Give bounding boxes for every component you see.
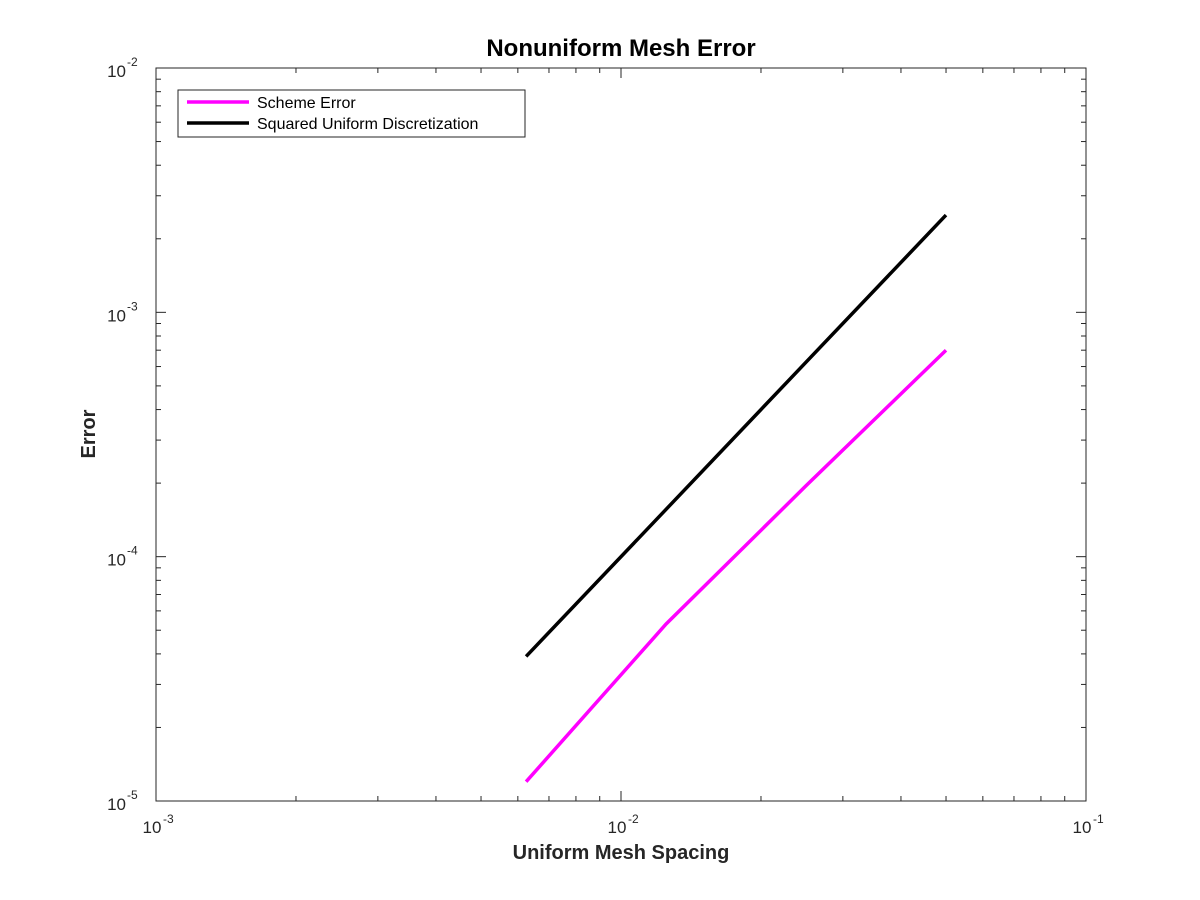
y-tick-labels: 10-510-410-310-2 <box>107 55 138 814</box>
y-tick-label-exponent: -3 <box>127 299 138 313</box>
series-layer <box>524 213 948 783</box>
x-tick-label-exponent: -1 <box>1093 812 1104 826</box>
x-tick-label-exponent: -3 <box>163 812 174 826</box>
x-tick-label-exponent: -2 <box>628 812 639 826</box>
y-tick-label: 10 <box>107 62 126 81</box>
x-tick-label: 10 <box>143 818 162 837</box>
y-tick-label-exponent: -5 <box>127 788 138 802</box>
minor-ticks <box>156 68 1086 801</box>
legend-label-2: Squared Uniform Discretization <box>257 116 478 133</box>
x-axis-label: Uniform Mesh Spacing <box>513 842 730 864</box>
legend-label-1: Scheme Error <box>257 95 356 112</box>
y-tick-label-exponent: -2 <box>127 55 138 69</box>
y-tick-label: 10 <box>107 795 126 814</box>
x-tick-label: 10 <box>608 818 627 837</box>
series-line-1 <box>524 348 948 783</box>
axes-box <box>155 67 1087 802</box>
legend: Scheme Error Squared Uniform Discretizati… <box>177 89 526 138</box>
chart-title: Nonuniform Mesh Error <box>486 35 755 62</box>
axes-background <box>156 68 1086 801</box>
x-tick-label: 10 <box>1073 818 1092 837</box>
y-tick-label: 10 <box>107 306 126 325</box>
y-tick-label-exponent: -4 <box>127 544 138 558</box>
x-tick-labels: 10 -3 10 -2 10 -1 <box>143 812 1104 837</box>
y-tick-label: 10 <box>107 551 126 570</box>
y-axis-label: Error <box>78 409 100 458</box>
series-line-2 <box>524 213 948 658</box>
legend-box <box>177 89 526 138</box>
